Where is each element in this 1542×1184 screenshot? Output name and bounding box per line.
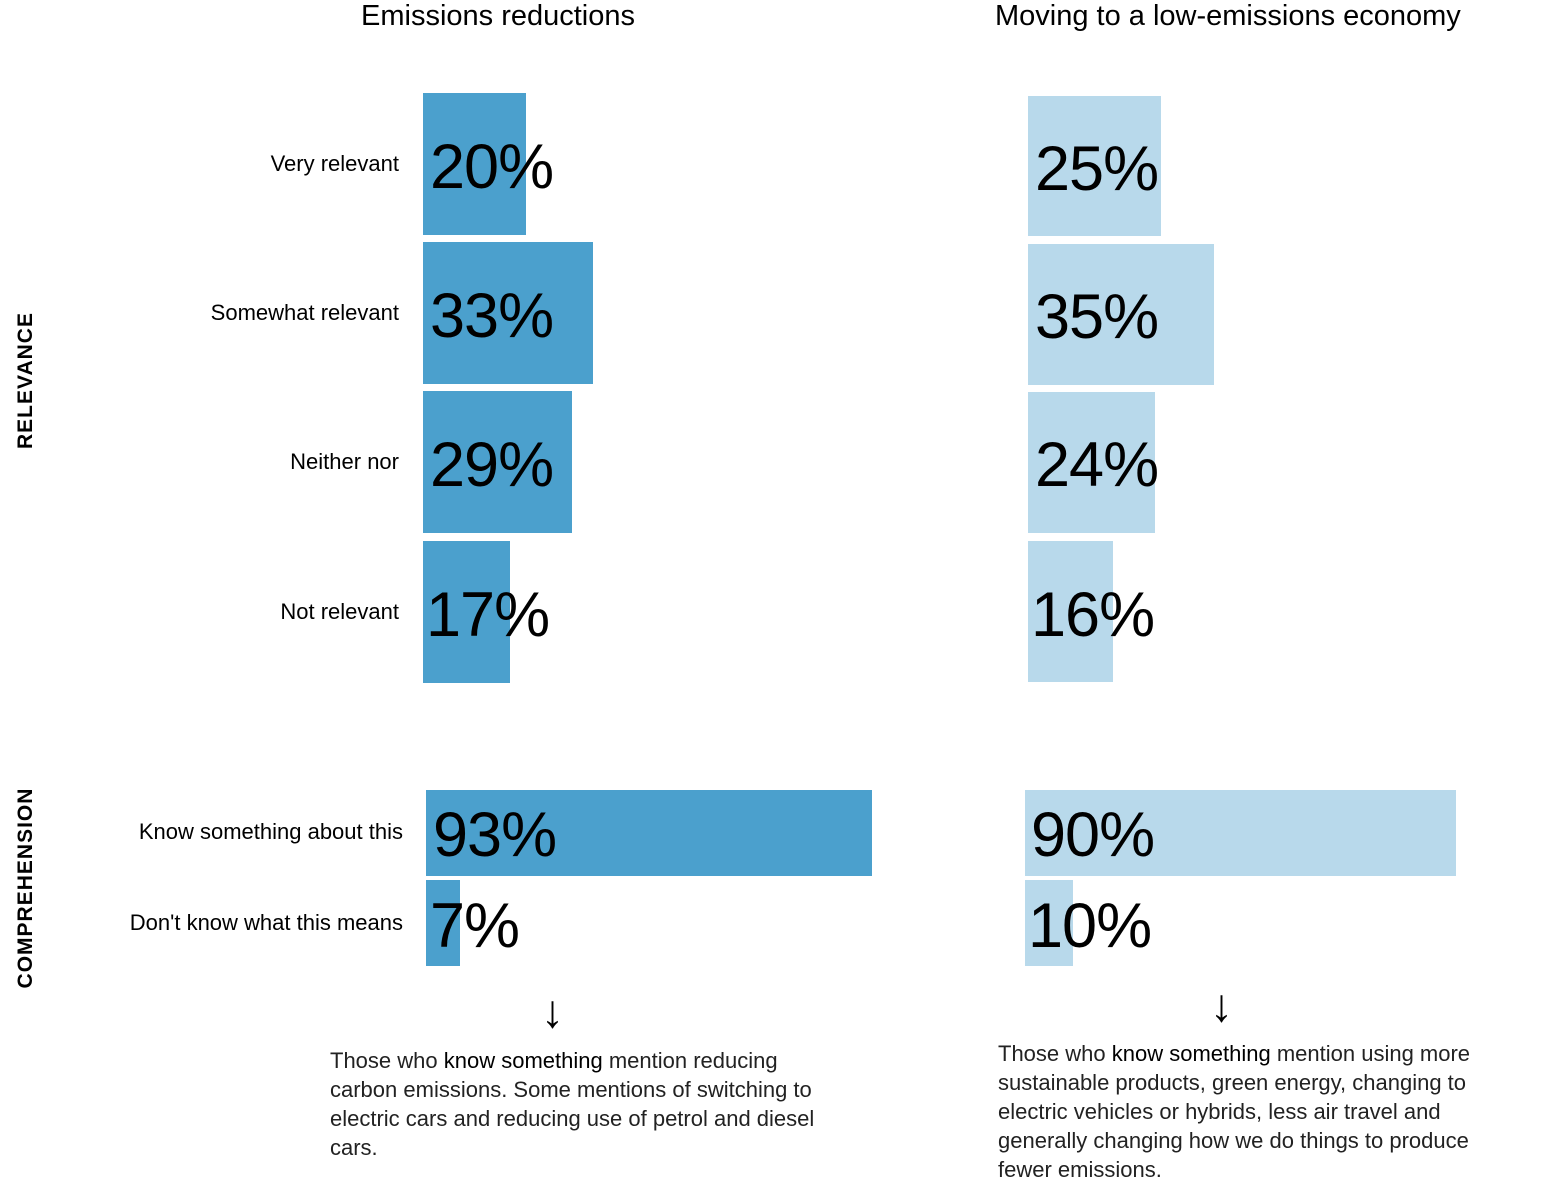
note-highlight: know something xyxy=(1111,1041,1271,1066)
bar-economy-neither-nor xyxy=(1028,392,1155,533)
value-label-economy-very-relevant: 25% xyxy=(1035,134,1159,204)
note-suffix: mention using more sustainable products,… xyxy=(998,1041,1471,1182)
row-label-somewhat-relevant: Somewhat relevant xyxy=(210,300,399,325)
value-label-emissions-very-relevant: 20% xyxy=(430,132,554,202)
bar-economy-very-relevant xyxy=(1028,96,1161,236)
note-emissions-reductions: Those who know something mention reducin… xyxy=(330,1046,830,1162)
bar-economy-know-something xyxy=(1025,790,1456,876)
value-label-emissions-dont-know: 7% xyxy=(430,891,520,961)
value-label-economy-dont-know: 10% xyxy=(1028,891,1152,961)
bar-economy-somewhat-relevant xyxy=(1028,244,1214,385)
row-label-know-something: Know something about this xyxy=(138,819,403,844)
note-suffix: mention reducing carbon emissions. Some … xyxy=(330,1048,815,1160)
bar-emissions-neither-nor xyxy=(423,391,572,533)
value-label-emissions-know-something: 93% xyxy=(433,800,557,870)
bar-emissions-dont-know xyxy=(426,880,460,966)
note-highlight: know something xyxy=(443,1048,603,1073)
arrow-down-icon: ↓ xyxy=(1210,979,1233,1031)
value-label-emissions-not-relevant: 17% xyxy=(426,580,550,650)
note-prefix: Those who xyxy=(330,1048,444,1073)
section-label-comprehension: COMPREHENSION xyxy=(14,787,37,989)
chart-title-emissions-reductions: Emissions reductions xyxy=(361,0,635,32)
bar-economy-not-relevant xyxy=(1028,541,1113,682)
row-label-not-relevant: Not relevant xyxy=(280,599,399,624)
value-label-economy-neither-nor: 24% xyxy=(1035,430,1159,500)
row-label-dont-know: Don't know what this means xyxy=(129,910,403,935)
row-label-neither-nor: Neither nor xyxy=(290,449,399,474)
value-label-emissions-neither-nor: 29% xyxy=(430,430,554,500)
bar-emissions-know-something xyxy=(426,790,872,876)
arrow-down-icon: ↓ xyxy=(541,985,564,1037)
bar-emissions-very-relevant xyxy=(423,93,526,235)
bar-emissions-somewhat-relevant xyxy=(423,242,593,384)
value-label-economy-somewhat-relevant: 35% xyxy=(1035,282,1159,352)
note-low-emissions-economy: Those who know something mention using m… xyxy=(998,1039,1528,1184)
row-label-very-relevant: Very relevant xyxy=(270,151,399,176)
chart-title-low-emissions-economy: Moving to a low-emissions economy xyxy=(995,0,1461,32)
bar-emissions-not-relevant xyxy=(423,541,510,683)
section-label-relevance: RELEVANCE xyxy=(14,312,37,449)
note-prefix: Those who xyxy=(998,1041,1112,1066)
bar-economy-dont-know xyxy=(1025,880,1073,966)
value-label-emissions-somewhat-relevant: 33% xyxy=(430,281,554,351)
value-label-economy-know-something: 90% xyxy=(1031,800,1155,870)
value-label-economy-not-relevant: 16% xyxy=(1031,580,1155,650)
